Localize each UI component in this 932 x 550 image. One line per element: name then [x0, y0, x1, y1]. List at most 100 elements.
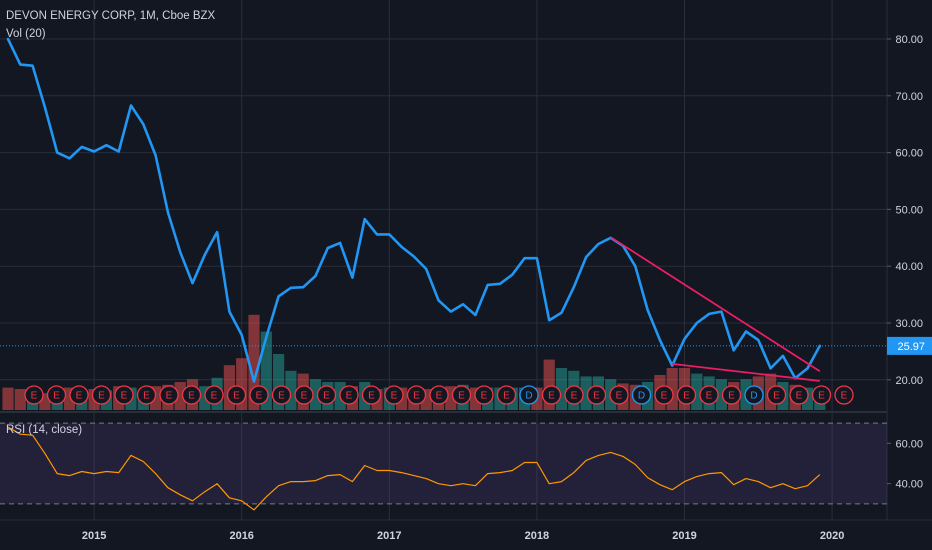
volume-bar — [580, 376, 592, 410]
event-marker-label: D — [638, 391, 645, 402]
volume-bar — [199, 386, 211, 410]
event-marker — [474, 385, 494, 405]
last-price-label-bg — [887, 336, 932, 355]
last-price-label: 25.97 — [897, 341, 925, 353]
event-marker — [384, 385, 404, 405]
volume-bar — [248, 314, 260, 410]
event-marker — [766, 385, 787, 405]
event-marker-label: E — [188, 391, 195, 402]
x-tick-label-2015: 2015 — [82, 530, 106, 542]
rsi-line — [7, 426, 821, 511]
event-marker — [114, 385, 134, 405]
event-marker — [429, 385, 449, 405]
chart-title[interactable]: DEVON ENERGY CORP, 1M, Cboe BZX — [6, 10, 216, 22]
volume-bar — [666, 368, 678, 410]
event-marker-label: E — [121, 391, 128, 402]
event-marker — [721, 385, 742, 405]
event-marker — [451, 385, 472, 405]
volume-bar — [273, 354, 285, 410]
volume-bar — [14, 389, 26, 410]
event-marker-label: E — [143, 391, 150, 402]
event-marker-label: E — [211, 391, 218, 402]
event-marker-label: E — [323, 391, 330, 402]
volume-bar — [445, 386, 457, 410]
event-marker — [294, 385, 314, 405]
event-marker-label: E — [256, 391, 263, 402]
event-marker-label: E — [818, 391, 825, 402]
y-tick-label: 80.00 — [895, 34, 923, 46]
volume-bar — [174, 382, 186, 410]
volume-bar — [555, 368, 568, 410]
volume-bar — [285, 370, 297, 410]
event-marker — [46, 385, 67, 405]
event-marker-label: D — [525, 391, 532, 402]
event-marker-label: E — [53, 391, 60, 402]
y-tick-label: 50.00 — [895, 204, 923, 216]
event-marker — [406, 385, 427, 405]
y-tick-label: 40.00 — [895, 261, 923, 273]
event-marker — [676, 385, 697, 405]
x-tick-label-2016: 2016 — [229, 530, 253, 542]
event-marker-label: E — [76, 391, 83, 402]
event-marker — [181, 385, 202, 405]
y-tick-label: 30.00 — [895, 318, 923, 330]
event-marker — [834, 385, 854, 405]
event-marker — [91, 385, 112, 405]
event-marker — [541, 385, 562, 405]
event-marker — [564, 385, 584, 405]
volume-bar — [2, 387, 14, 410]
event-marker-label: E — [98, 391, 105, 402]
event-marker — [519, 385, 539, 405]
rsi-tick-label: 40.00 — [895, 479, 923, 491]
volume-bar — [420, 389, 432, 410]
event-marker-label: E — [706, 391, 713, 402]
event-marker — [811, 385, 832, 405]
event-marker — [159, 385, 179, 405]
event-marker — [204, 385, 224, 405]
event-marker-label: D — [750, 391, 757, 402]
event-marker-label: E — [593, 391, 600, 402]
volume-bar — [260, 331, 272, 410]
volume-bar — [309, 379, 322, 410]
rsi-legend[interactable]: RSI (14, close) — [6, 424, 83, 436]
volume-legend[interactable]: Vol (20) — [6, 28, 46, 40]
event-marker — [631, 385, 652, 405]
volume-bar — [223, 365, 235, 410]
event-marker — [654, 385, 674, 405]
event-marker — [699, 385, 719, 405]
trendline-1 — [610, 236, 821, 373]
event-marker — [316, 385, 337, 405]
event-marker-label: E — [616, 391, 623, 402]
event-marker — [271, 385, 292, 405]
event-marker-label: E — [458, 391, 465, 402]
y-tick-label: 60.00 — [895, 148, 923, 160]
event-marker — [136, 385, 157, 405]
event-marker-label: E — [841, 391, 848, 402]
event-marker-label: E — [683, 391, 690, 402]
event-marker — [496, 385, 517, 405]
event-marker-label: E — [31, 391, 38, 402]
event-marker-label: E — [503, 391, 510, 402]
rsi-tick-label: 60.00 — [895, 438, 923, 450]
trendline-2 — [672, 363, 820, 382]
event-marker-label: E — [233, 391, 240, 402]
event-marker-label: E — [436, 391, 443, 402]
volume-bar — [236, 358, 248, 410]
x-tick-label-2017: 2017 — [377, 530, 401, 542]
event-marker-label: E — [481, 391, 488, 402]
event-marker-label: E — [661, 391, 668, 402]
event-marker — [226, 385, 247, 405]
volume-bar — [691, 373, 703, 410]
x-tick-label-2020: 2020 — [820, 530, 844, 542]
event-marker-label: E — [391, 391, 398, 402]
volume-bar — [63, 387, 76, 410]
event-marker — [609, 385, 629, 405]
event-marker — [249, 385, 269, 405]
event-marker — [361, 385, 382, 405]
event-marker-label: E — [278, 391, 285, 402]
event-marker-label: E — [346, 391, 353, 402]
x-tick-label-2018: 2018 — [525, 530, 549, 542]
event-marker — [339, 385, 359, 405]
